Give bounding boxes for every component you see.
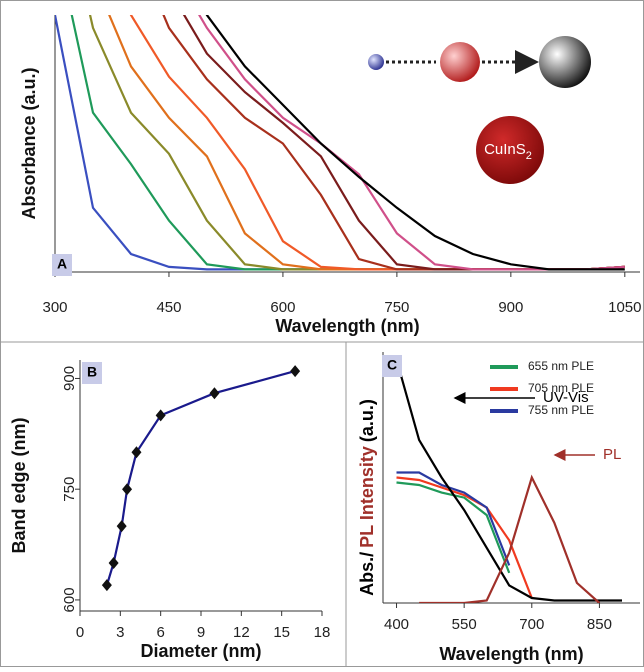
panel-label-box — [382, 355, 402, 377]
y-axis-title: Absorbance (a.u.) — [19, 67, 39, 219]
y-tick-label: 600 — [61, 587, 78, 612]
x-tick-label: 900 — [498, 299, 523, 316]
plot — [395, 359, 622, 603]
marker — [122, 483, 133, 496]
series-line — [205, 15, 625, 271]
marker — [116, 520, 127, 533]
x-tick-label: 6 — [156, 624, 164, 641]
x-tick-label: 0 — [76, 624, 84, 641]
panel-label: B — [87, 364, 97, 380]
x-tick-label: 850 — [587, 616, 612, 633]
x-tick-label: 750 — [384, 299, 409, 316]
x-tick-label: 3 — [116, 624, 124, 641]
plot — [105, 370, 296, 586]
marker — [101, 579, 112, 592]
x-tick-label: 12 — [233, 624, 250, 641]
x-tick-label: 9 — [197, 624, 205, 641]
ball — [440, 42, 480, 82]
y-axis-title: Band edge (nm) — [9, 417, 29, 553]
y-axis-title: Abs./ PL Intensity (a.u.) — [357, 399, 377, 596]
marker — [131, 446, 142, 459]
y-axis-title-part: Abs./ — [357, 552, 377, 596]
panel-label: C — [387, 357, 397, 373]
panel-label: A — [57, 256, 67, 272]
x-tick-label: 450 — [156, 299, 181, 316]
marker — [209, 387, 220, 400]
x-tick-label: 600 — [270, 299, 295, 316]
y-axis-title-part: PL Intensity — [357, 446, 377, 548]
marker — [155, 409, 166, 422]
panel-label-box — [52, 254, 72, 276]
inset: CuInS2 — [368, 36, 591, 184]
legend-label: 705 nm PLE — [528, 381, 594, 395]
inset-subscript: 2 — [526, 150, 532, 162]
series-line — [395, 359, 622, 602]
x-tick-label: 700 — [519, 616, 544, 633]
x-tick-label: 400 — [384, 616, 409, 633]
x-tick-label: 15 — [273, 624, 290, 641]
series-line — [396, 476, 533, 599]
annotation: UV-Vis — [543, 389, 589, 406]
legend-label: 755 nm PLE — [528, 403, 594, 417]
series-line — [419, 474, 601, 603]
x-axis-title: Wavelength (nm) — [275, 316, 419, 336]
legend-label: 655 nm PLE — [528, 359, 594, 373]
marker — [290, 365, 301, 378]
series-line — [396, 471, 511, 566]
series-line — [105, 370, 296, 586]
inset-text: CuInS — [484, 141, 526, 158]
y-axis-title-part: (a.u.) — [357, 399, 377, 442]
x-tick-label: 300 — [42, 299, 67, 316]
annotation: PL — [603, 446, 621, 463]
inset-label: CuInS2 — [484, 141, 532, 162]
y-tick-label: 750 — [61, 477, 78, 502]
x-tick-label: 1050 — [608, 299, 641, 316]
y-tick-label: 900 — [61, 366, 78, 391]
ball — [476, 116, 544, 184]
panel-label-box — [82, 362, 102, 384]
plot — [55, 15, 625, 271]
ball — [368, 54, 384, 70]
x-axis-title: Wavelength (nm) — [439, 644, 583, 664]
marker — [108, 557, 119, 570]
x-axis-title: Diameter (nm) — [140, 641, 261, 661]
ball — [539, 36, 591, 88]
x-tick-label: 550 — [452, 616, 477, 633]
x-tick-label: 18 — [314, 624, 331, 641]
